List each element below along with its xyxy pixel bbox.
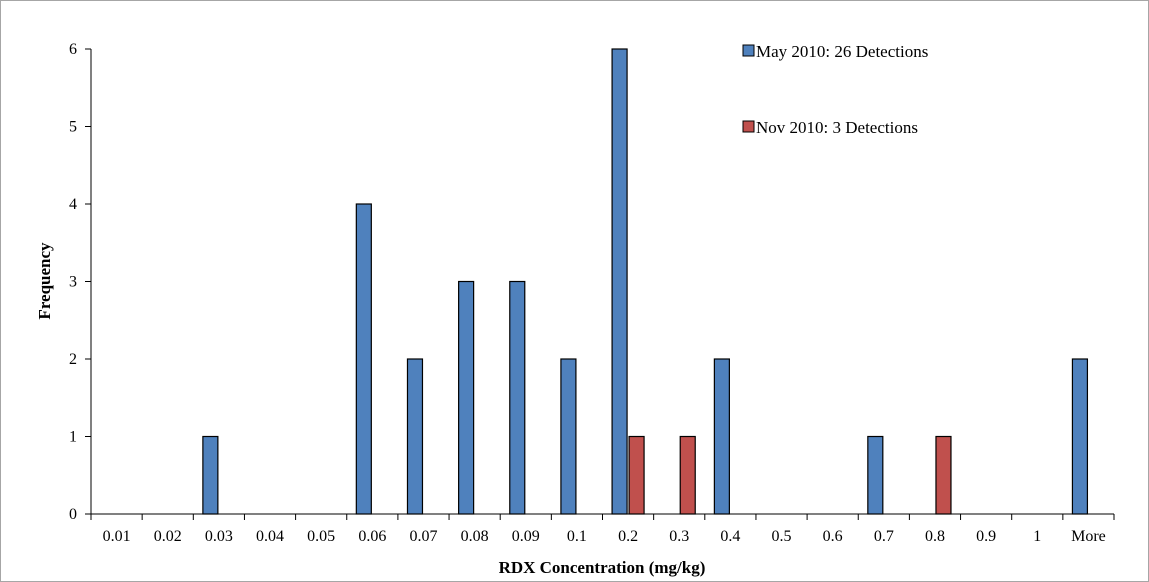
x-tick-label: 0.7 bbox=[874, 528, 894, 545]
y-tick-label: 5 bbox=[69, 119, 77, 136]
x-ticks-group: 0.01 0.02 0.03 0.04 0.05 0.06 0.07 0.08 0.09 0.1 0… bbox=[90, 514, 1115, 545]
x-tick-label: 0.02 bbox=[154, 528, 182, 545]
x-tick-label: 0.09 bbox=[512, 528, 540, 545]
x-tick-label: 1 bbox=[1033, 528, 1041, 545]
x-tick-label: 0.03 bbox=[205, 528, 233, 545]
bar-may-2010-0.2 bbox=[611, 48, 628, 515]
legend-label: Nov 2010: 3 Detections bbox=[756, 118, 918, 137]
y-axis-title: Frequency bbox=[35, 242, 54, 320]
x-tick-label: 0.07 bbox=[409, 528, 437, 545]
x-tick-label: 0.05 bbox=[307, 528, 335, 545]
x-axis-title: RDX Concentration (mg/kg) bbox=[499, 558, 706, 577]
bar-may-2010-0.07 bbox=[406, 358, 424, 515]
x-tick-label: 0.8 bbox=[925, 528, 945, 545]
bar-may-2010-0.1 bbox=[560, 358, 577, 515]
y-tick-label: 3 bbox=[69, 274, 77, 291]
x-tick-label: 0.9 bbox=[976, 528, 996, 545]
bar-may-2010-0.09 bbox=[509, 280, 526, 515]
x-tick-label: 0.5 bbox=[772, 528, 792, 545]
bars-group bbox=[202, 48, 1089, 515]
bar-may-2010-0.08 bbox=[458, 280, 475, 515]
bar-may-2010-More bbox=[1071, 358, 1089, 515]
y-tick-label: 6 bbox=[69, 41, 77, 58]
y-tick-label: 2 bbox=[69, 351, 77, 368]
y-tick-label: 0 bbox=[69, 506, 77, 523]
bar-nov-2010-0.2 bbox=[628, 435, 645, 515]
x-tick-label: 0.1 bbox=[567, 528, 587, 545]
x-tick-label: 0.4 bbox=[720, 528, 740, 545]
x-tick-label: 0.3 bbox=[669, 528, 689, 545]
bar-may-2010-0.7 bbox=[867, 435, 884, 515]
legend-swatch bbox=[742, 120, 755, 133]
y-ticks-group: 0 1 2 3 4 5 6 bbox=[69, 41, 91, 523]
legend: May 2010: 26 Detections Nov 2010: 3 Detec… bbox=[742, 42, 928, 137]
x-tick-label: 0.06 bbox=[358, 528, 386, 545]
bar-nov-2010-0.8 bbox=[935, 435, 952, 515]
y-tick-label: 4 bbox=[69, 196, 77, 213]
x-tick-label: 0.6 bbox=[823, 528, 843, 545]
bar-nov-2010-0.3 bbox=[679, 435, 696, 515]
x-tick-label: 0.2 bbox=[618, 528, 638, 545]
x-tick-label: 0.01 bbox=[103, 528, 131, 545]
bar-may-2010-0.03 bbox=[202, 435, 219, 515]
x-tick-label: 0.08 bbox=[461, 528, 489, 545]
legend-label: May 2010: 26 Detections bbox=[756, 42, 928, 61]
y-tick-label: 1 bbox=[69, 429, 77, 446]
bar-may-2010-0.4 bbox=[713, 358, 730, 515]
x-tick-label: 0.04 bbox=[256, 528, 284, 545]
bar-may-2010-0.06 bbox=[355, 203, 372, 515]
legend-swatch bbox=[742, 44, 755, 57]
x-tick-label: More bbox=[1071, 528, 1106, 545]
